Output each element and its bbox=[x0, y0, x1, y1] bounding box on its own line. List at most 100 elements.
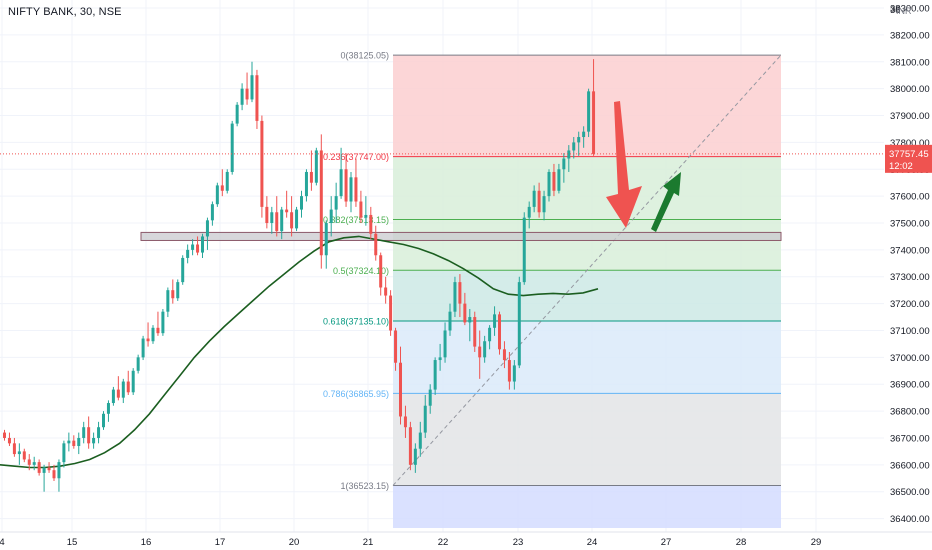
time-tick-label: 21 bbox=[363, 537, 374, 548]
up-arrow-icon[interactable] bbox=[651, 172, 681, 232]
down-arrow-shape bbox=[606, 101, 642, 228]
candle bbox=[285, 190, 289, 218]
candle-body bbox=[399, 362, 402, 417]
candle-body bbox=[166, 290, 170, 312]
candle-body bbox=[126, 381, 130, 393]
candle-body bbox=[22, 451, 26, 460]
candle-body bbox=[309, 171, 313, 183]
candle-body bbox=[453, 282, 457, 312]
down-arrow-icon[interactable] bbox=[606, 101, 642, 228]
time-tick-label: 28 bbox=[736, 537, 747, 548]
candle-body bbox=[82, 427, 86, 438]
candle-body bbox=[295, 209, 299, 229]
candle bbox=[265, 196, 269, 229]
fib-trend-line[interactable] bbox=[392, 54, 782, 486]
candle-body bbox=[146, 338, 150, 342]
candle-body bbox=[364, 214, 368, 218]
candle bbox=[62, 440, 66, 468]
candle bbox=[166, 287, 170, 318]
candle bbox=[319, 134, 323, 269]
candle-body bbox=[116, 389, 120, 398]
candle bbox=[517, 276, 521, 369]
fib-band-0.382 bbox=[393, 219, 781, 271]
candle bbox=[334, 182, 338, 224]
candle-body bbox=[7, 437, 11, 444]
candle-body bbox=[151, 327, 155, 342]
candle-body bbox=[344, 169, 348, 202]
candle bbox=[32, 456, 36, 471]
candle bbox=[27, 454, 31, 471]
candle-body bbox=[478, 346, 482, 358]
currency-badge: INR bbox=[896, 6, 912, 16]
candle bbox=[473, 311, 477, 352]
candle bbox=[245, 72, 249, 105]
candle-body bbox=[527, 206, 531, 218]
candle bbox=[542, 190, 546, 221]
symbol-title: NIFTY BANK, 30, NSE bbox=[8, 6, 122, 18]
candle bbox=[438, 343, 442, 371]
candle-body bbox=[547, 171, 551, 197]
price-tick-label: 36400.00 bbox=[890, 514, 930, 525]
candle bbox=[537, 182, 541, 218]
candle bbox=[458, 274, 462, 318]
time-axis[interactable]: 4 15 16 17 20 21 22 23 24 27 28 29 bbox=[0, 531, 932, 550]
candle bbox=[339, 147, 343, 199]
price-tick-label: 36500.00 bbox=[890, 487, 930, 498]
fib-label-0.5: 0.5(37324.10) bbox=[333, 266, 389, 276]
time-tick-label: 29 bbox=[811, 537, 822, 548]
price-tick-label: 37800.00 bbox=[890, 138, 930, 149]
time-tick-label: 24 bbox=[587, 537, 598, 548]
price-axis[interactable]: 36400.00 36500.00 36600.00 36700.00 36800.00… bbox=[884, 0, 932, 550]
candle bbox=[577, 131, 581, 156]
fibonacci-retracement[interactable]: 0(38125.05) 0.236(37747.00) 0.382(37513.15… bbox=[323, 51, 781, 528]
candle-body bbox=[522, 217, 526, 283]
candle bbox=[250, 61, 254, 103]
price-tick-label-cut: 38 bbox=[890, 5, 901, 16]
candle bbox=[502, 341, 506, 369]
candle-body bbox=[329, 209, 333, 224]
candle-body bbox=[72, 440, 76, 447]
candle bbox=[478, 330, 482, 379]
candle-body bbox=[359, 201, 363, 218]
price-tick-label: 37400.00 bbox=[890, 245, 930, 256]
fib-band-0.236 bbox=[393, 156, 781, 220]
candle bbox=[567, 145, 571, 172]
candle-body bbox=[270, 212, 274, 224]
candle bbox=[349, 171, 353, 213]
candle bbox=[47, 462, 51, 473]
candle bbox=[72, 435, 76, 449]
candle bbox=[131, 368, 135, 395]
support-zone-rectangle[interactable] bbox=[140, 231, 782, 241]
candle-body bbox=[587, 91, 591, 132]
candle bbox=[82, 421, 86, 444]
candle bbox=[463, 292, 467, 326]
candle-body bbox=[102, 413, 105, 428]
candle bbox=[389, 290, 393, 336]
candle-body bbox=[290, 212, 294, 229]
candle-body bbox=[17, 451, 21, 455]
candle bbox=[205, 217, 209, 250]
candle bbox=[344, 153, 348, 207]
candle bbox=[418, 421, 422, 457]
candle bbox=[413, 443, 417, 473]
candle-body bbox=[176, 282, 180, 299]
candle-body bbox=[67, 440, 71, 444]
candle bbox=[428, 384, 432, 414]
candle-body bbox=[37, 462, 41, 473]
candle-body bbox=[77, 437, 81, 447]
candle-body bbox=[3, 432, 6, 438]
candle-body bbox=[458, 282, 462, 304]
candle bbox=[255, 69, 259, 129]
candle-body bbox=[507, 360, 511, 382]
candle bbox=[527, 201, 531, 229]
candle bbox=[161, 308, 165, 336]
candle bbox=[215, 182, 219, 207]
candle-body bbox=[379, 255, 383, 288]
fib-band-0.786 bbox=[393, 393, 781, 486]
candle-body bbox=[557, 169, 561, 191]
candle bbox=[225, 169, 229, 194]
candle-body bbox=[433, 360, 437, 390]
candle bbox=[97, 421, 101, 444]
time-tick-label: 4 bbox=[0, 537, 5, 548]
